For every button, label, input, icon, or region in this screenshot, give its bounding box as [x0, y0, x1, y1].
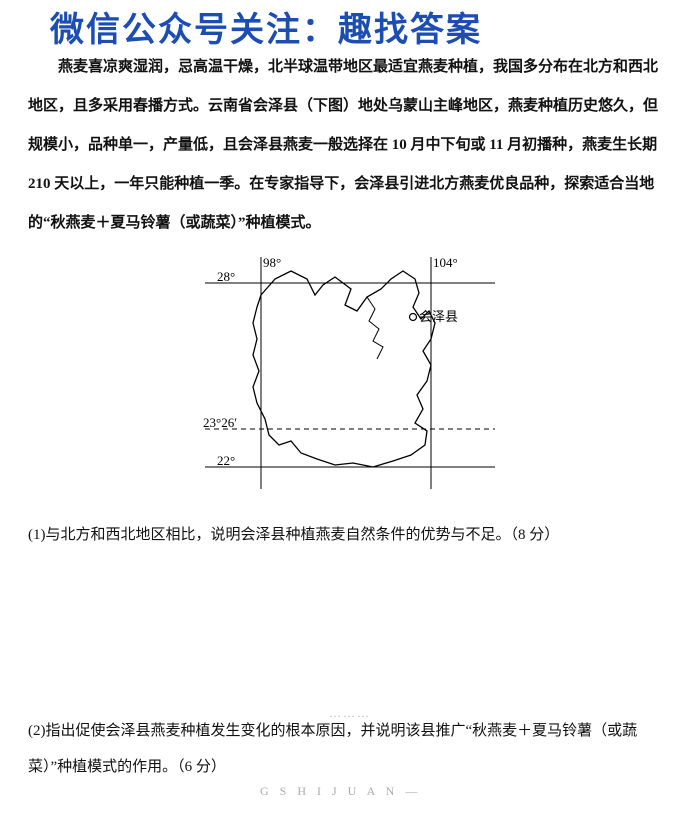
page-content: 燕麦喜凉爽湿润，忌高温干燥，北半球温带地区最适宜燕麦种植，我国多分布在北方和西北…	[28, 48, 672, 785]
lat-tropic-label: 23°26′	[203, 415, 237, 430]
intro-paragraph: 燕麦喜凉爽湿润，忌高温干燥，北半球温带地区最适宜燕麦种植，我国多分布在北方和西北…	[28, 48, 672, 243]
map-svg: 98° 104° 28° 23°26′ 22° 会泽县	[195, 249, 505, 499]
footer-mark: G S H I J U A N —	[260, 784, 421, 799]
map-inner-line	[367, 297, 383, 359]
lon-right-label: 104°	[433, 255, 458, 270]
watermark-text: 微信公众号关注：趣找答案	[50, 2, 482, 51]
map-outline	[253, 271, 435, 467]
city-marker	[410, 314, 417, 321]
print-noise: ………	[0, 706, 700, 721]
map-figure: 98° 104° 28° 23°26′ 22° 会泽县	[28, 249, 672, 499]
question-2: (2)指出促使会泽县燕麦种植发生变化的根本原因，并说明该县推广“秋燕麦＋夏马铃薯…	[28, 713, 672, 785]
city-label: 会泽县	[419, 309, 458, 324]
lat-bottom-label: 22°	[217, 453, 235, 468]
question-1: (1)与北方和西北地区相比，说明会泽县种植燕麦自然条件的优势与不足。（8 分）	[28, 517, 672, 553]
lat-top-label: 28°	[217, 269, 235, 284]
lon-left-label: 98°	[263, 255, 281, 270]
